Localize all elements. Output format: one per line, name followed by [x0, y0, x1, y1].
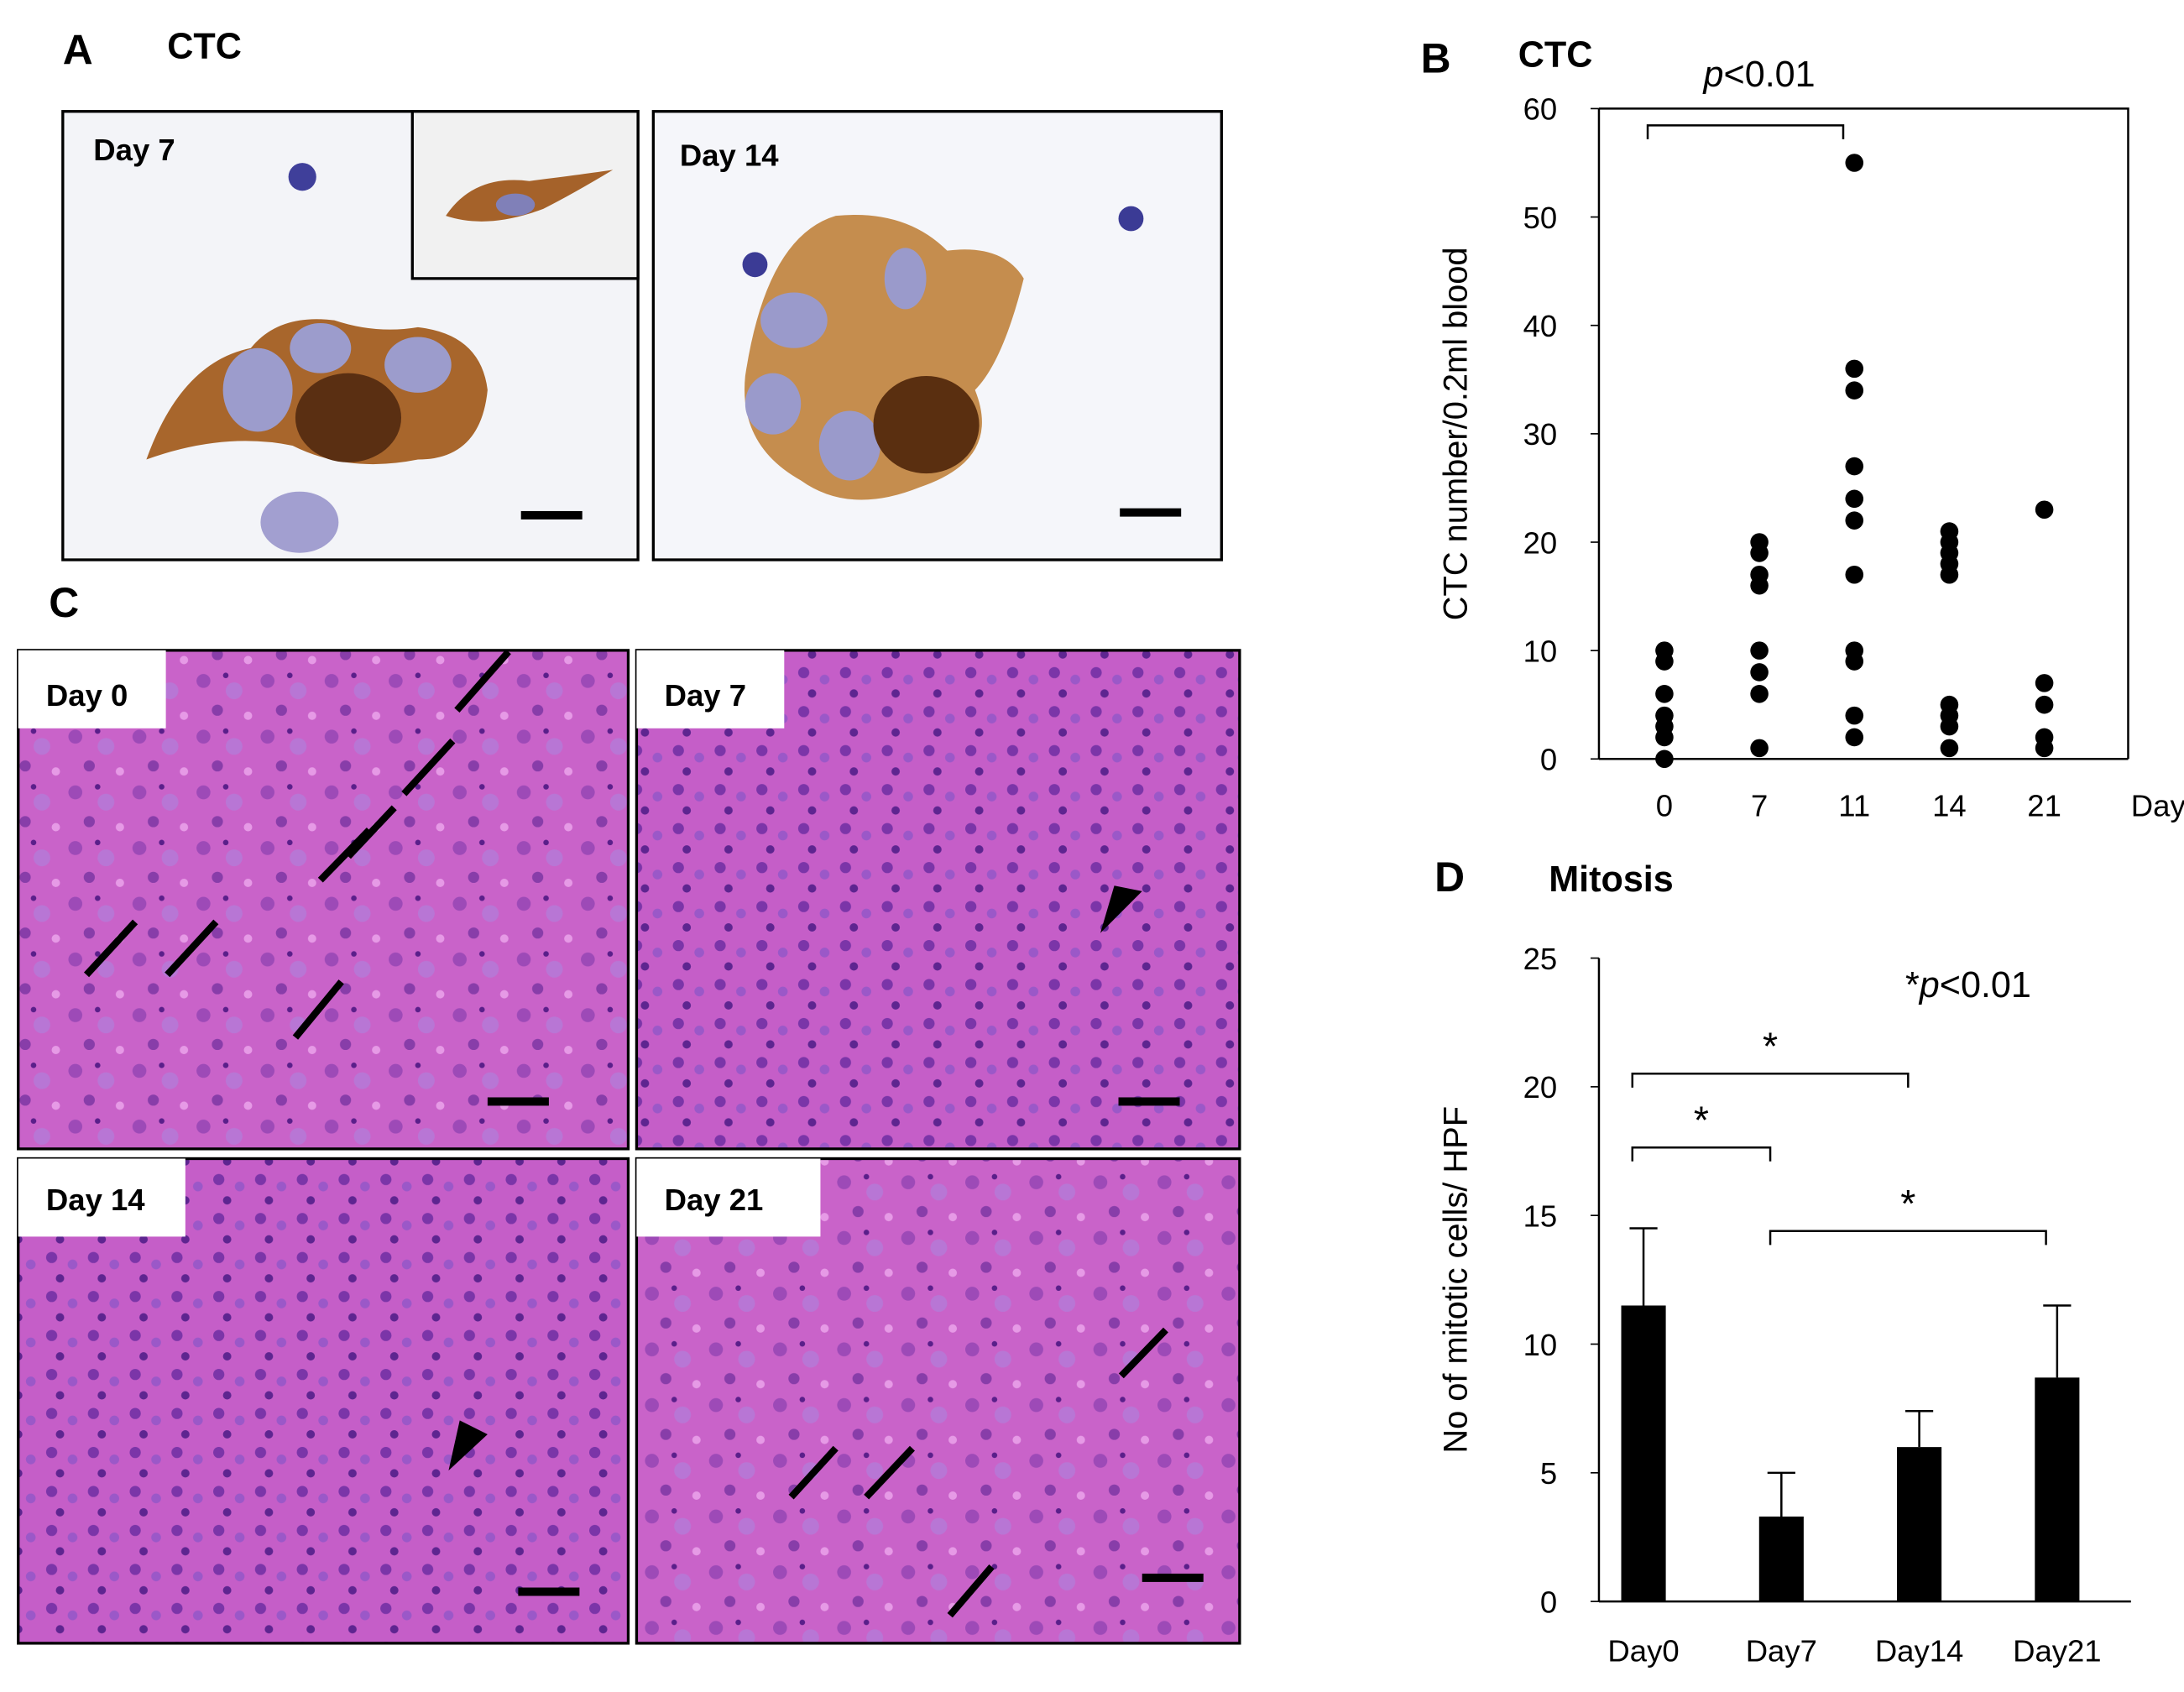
micrograph: Day 14 [651, 110, 1223, 561]
y-tick-label: 15 [1523, 1198, 1558, 1233]
y-tick-label: 20 [1523, 1070, 1558, 1104]
bar [2035, 1377, 2080, 1602]
point [1845, 381, 1864, 400]
y-tick-label: 0 [1540, 1585, 1557, 1619]
point [2035, 674, 2054, 692]
micrograph: Day 7 [61, 110, 640, 561]
significance-label: * [1694, 1099, 1709, 1142]
bracket [1631, 1146, 1772, 1162]
point [1940, 565, 1959, 584]
error-bar [2043, 1304, 2072, 1378]
point [2035, 500, 2054, 520]
point [1845, 457, 1864, 476]
point [1750, 685, 1769, 703]
image-label: Day 7 [93, 133, 175, 167]
x-tick-label: Day7 [1746, 1633, 1817, 1668]
annotation-part: p [1918, 965, 1940, 1005]
point [1940, 717, 1959, 736]
annotation: *p<0.01 [1905, 965, 2031, 1005]
y-tick-label: 20 [1523, 525, 1558, 560]
x-tick-label: Day14 [1875, 1633, 1964, 1668]
point [1655, 685, 1674, 703]
image-label: Day 0 [46, 678, 128, 713]
image-label: Day 7 [665, 678, 746, 713]
point [1750, 739, 1769, 758]
chart-title: Mitosis [1549, 859, 1674, 900]
x-tick-label: Day0 [1607, 1633, 1679, 1668]
x-axis-label: Days [2131, 788, 2184, 822]
micrograph: Day 0 [17, 649, 630, 1151]
x-tick-label: 7 [1751, 788, 1768, 822]
image-label: Day 14 [46, 1183, 145, 1217]
y-tick-label: 25 [1523, 942, 1558, 976]
point [1940, 739, 1959, 758]
y-tick-label: 5 [1540, 1456, 1557, 1491]
point [1750, 663, 1769, 682]
point [1845, 565, 1864, 584]
y-axis-label: CTC number/0.2ml blood [1437, 247, 1474, 620]
bar [1897, 1447, 1942, 1602]
point [1655, 652, 1674, 671]
bar [1621, 1305, 1666, 1602]
chart-title: CTC [1518, 35, 1593, 76]
bracket [1631, 1073, 1910, 1088]
y-tick-label: 40 [1523, 309, 1558, 343]
error-bar [1629, 1227, 1658, 1306]
micrograph: Day 7 [635, 649, 1241, 1151]
x-tick-label: 0 [1656, 788, 1673, 822]
bracket [1646, 124, 1845, 139]
panel-label: B [1421, 34, 1451, 81]
y-axis-label: No of mitotic cells/ HPF [1437, 1106, 1474, 1454]
bracket [1769, 1230, 2047, 1246]
point [1845, 154, 1864, 172]
micrograph: Day 14 [17, 1157, 630, 1645]
x-tick-label: 11 [1838, 788, 1870, 822]
annotation-part: <0.01 [1724, 55, 1816, 95]
significance-label: * [1763, 1025, 1778, 1068]
annotation-part: p [1702, 55, 1724, 95]
y-tick-label: 50 [1523, 201, 1558, 235]
x-tick-label: 21 [2027, 788, 2061, 822]
y-tick-label: 0 [1540, 743, 1557, 777]
error-bar [1767, 1471, 1795, 1517]
point [1750, 544, 1769, 562]
point [1655, 749, 1674, 769]
point [1750, 576, 1769, 595]
point [1845, 359, 1864, 379]
x-tick-label: Day21 [2013, 1633, 2102, 1668]
panel-label: A [63, 26, 93, 73]
point [2035, 739, 2054, 758]
y-tick-label: 10 [1523, 634, 1558, 668]
point [1655, 728, 1674, 747]
panel-title: CTC [167, 27, 242, 67]
point [1845, 511, 1864, 530]
image-label: Day 21 [665, 1183, 764, 1217]
panel-label: D [1434, 854, 1465, 901]
y-tick-label: 10 [1523, 1328, 1558, 1362]
point [1845, 728, 1864, 747]
point [1845, 706, 1864, 725]
error-bar [1904, 1409, 1934, 1448]
point [1845, 489, 1864, 509]
micrograph: Day 21 [635, 1157, 1241, 1645]
significance-label: * [1900, 1182, 1915, 1225]
annotation-part: * [1905, 965, 1920, 1005]
frame [1598, 107, 2129, 760]
annotation-part: <0.01 [1940, 965, 2031, 1005]
image-label: Day 14 [680, 138, 779, 172]
panel-label: C [49, 579, 79, 626]
y-tick-label: 30 [1523, 417, 1558, 452]
point [1845, 652, 1864, 671]
x-tick-label: 14 [1932, 788, 1967, 822]
annotation: p<0.01 [1702, 55, 1816, 95]
bar [1758, 1516, 1804, 1602]
point [2035, 695, 2054, 714]
point [1750, 641, 1769, 660]
y-tick-label: 60 [1523, 92, 1558, 127]
